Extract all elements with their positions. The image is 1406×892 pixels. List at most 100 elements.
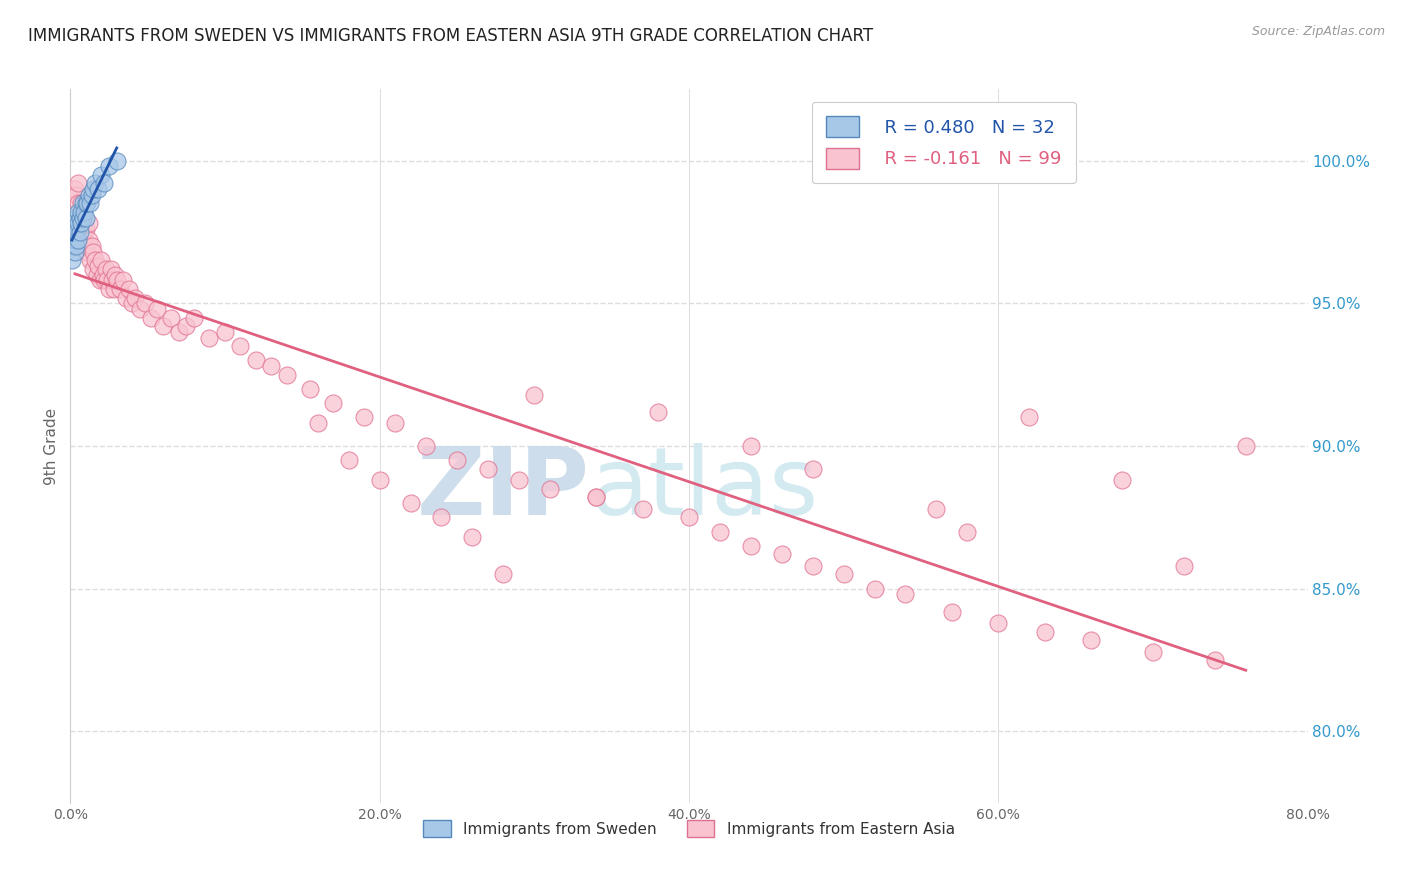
Point [399, 496, 422, 510]
Point [1173, 558, 1195, 573]
Text: Source: ZipAtlas.com: Source: ZipAtlas.com [1251, 25, 1385, 38]
Point [384, 416, 406, 430]
Point [91, 268, 114, 282]
Point [152, 319, 174, 334]
Point [75, 239, 97, 253]
Point [65, 225, 87, 239]
Point [82, 244, 105, 259]
Point [86, 268, 108, 282]
Point [585, 491, 607, 505]
Point [260, 359, 283, 373]
Point [523, 387, 546, 401]
Point [299, 382, 322, 396]
Point [198, 330, 221, 344]
Point [96, 273, 118, 287]
Point [84, 253, 107, 268]
Point [585, 491, 607, 505]
Point [93, 177, 115, 191]
Point [108, 282, 131, 296]
Point [72, 211, 94, 225]
Point [104, 268, 127, 282]
Point [84, 177, 107, 191]
Point [801, 462, 824, 476]
Point [508, 473, 530, 487]
Point [62, 239, 84, 253]
Point [60, 253, 83, 268]
Point [87, 182, 110, 196]
Point [229, 339, 252, 353]
Point [65, 239, 87, 253]
Point [1111, 473, 1133, 487]
Point [72, 225, 94, 239]
Point [770, 548, 793, 562]
Point [69, 211, 91, 225]
Point [492, 567, 515, 582]
Point [80, 187, 103, 202]
Point [87, 259, 110, 273]
Point [76, 196, 98, 211]
Point [73, 216, 96, 230]
Text: IMMIGRANTS FROM SWEDEN VS IMMIGRANTS FROM EASTERN ASIA 9TH GRADE CORRELATION CHA: IMMIGRANTS FROM SWEDEN VS IMMIGRANTS FRO… [28, 27, 873, 45]
Point [90, 168, 112, 182]
Point [77, 234, 100, 248]
Point [75, 211, 97, 225]
Point [98, 282, 120, 296]
Point [214, 325, 236, 339]
Point [89, 273, 111, 287]
Point [461, 530, 484, 544]
Point [124, 291, 146, 305]
Point [62, 225, 84, 239]
Point [740, 439, 762, 453]
Point [1018, 410, 1040, 425]
Point [70, 216, 93, 230]
Point [118, 282, 141, 296]
Point [941, 605, 963, 619]
Point [925, 501, 948, 516]
Point [956, 524, 979, 539]
Point [90, 253, 112, 268]
Point [115, 291, 138, 305]
Point [103, 282, 125, 296]
Point [740, 539, 762, 553]
Point [70, 216, 93, 230]
Point [709, 524, 731, 539]
Point [337, 453, 360, 467]
Point [82, 262, 105, 277]
Point [72, 196, 94, 211]
Point [863, 582, 886, 596]
Point [167, 325, 190, 339]
Point [430, 510, 453, 524]
Point [75, 196, 97, 211]
Point [63, 234, 86, 248]
Point [63, 244, 86, 259]
Point [101, 273, 124, 287]
Point [477, 462, 499, 476]
Point [276, 368, 298, 382]
Point [70, 196, 93, 211]
Point [67, 177, 90, 191]
Point [69, 225, 91, 239]
Point [63, 216, 86, 230]
Point [67, 196, 90, 211]
Point [105, 273, 128, 287]
Point [174, 319, 197, 334]
Point [65, 187, 87, 202]
Point [70, 205, 93, 219]
Point [134, 296, 156, 310]
Point [67, 205, 90, 219]
Point [139, 310, 162, 325]
Legend: Immigrants from Sweden, Immigrants from Eastern Asia: Immigrants from Sweden, Immigrants from … [415, 813, 963, 845]
Y-axis label: 9th Grade: 9th Grade [44, 408, 59, 484]
Point [76, 244, 98, 259]
Point [72, 205, 94, 219]
Point [75, 222, 97, 236]
Point [93, 273, 115, 287]
Point [1204, 653, 1226, 667]
Point [111, 273, 134, 287]
Point [1033, 624, 1056, 639]
Point [67, 234, 90, 248]
Point [82, 182, 105, 196]
Point [647, 405, 669, 419]
Point [77, 187, 100, 202]
Point [987, 615, 1010, 630]
